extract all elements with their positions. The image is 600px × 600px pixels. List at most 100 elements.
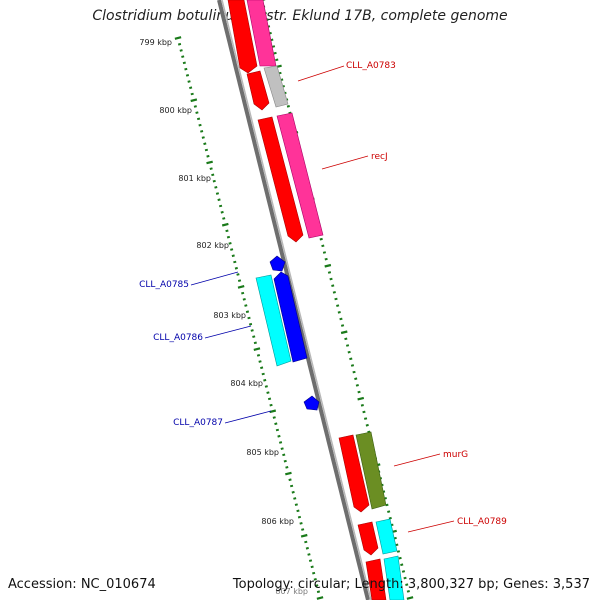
inner-major-tick bbox=[221, 222, 229, 227]
inner-minor-tick bbox=[231, 254, 235, 258]
inner-minor-tick bbox=[196, 117, 201, 121]
inner-minor-tick bbox=[245, 310, 250, 314]
kbp-label-804: 804 kbp bbox=[230, 379, 263, 388]
inner-minor-tick bbox=[234, 266, 238, 270]
gene-block-murg-olive bbox=[355, 431, 387, 510]
inner-minor-tick bbox=[177, 42, 182, 46]
inner-minor-tick bbox=[264, 385, 268, 388]
inner-minor-tick bbox=[233, 260, 237, 264]
outer-minor-tick bbox=[337, 311, 341, 314]
inner-minor-tick bbox=[190, 92, 194, 96]
label-recj: recJ bbox=[371, 152, 388, 162]
outer-minor-tick bbox=[360, 404, 364, 407]
inner-minor-tick bbox=[301, 528, 305, 531]
inner-major-tick bbox=[206, 160, 213, 165]
gene-block-top-red bbox=[227, 0, 258, 74]
inner-minor-tick bbox=[226, 235, 231, 239]
inner-minor-tick bbox=[310, 565, 314, 569]
label-cll-a0783: CLL_A0783 bbox=[346, 61, 396, 71]
accession-text: Accession: NC_010674 bbox=[8, 577, 156, 592]
inner-minor-tick bbox=[209, 167, 213, 170]
outer-major-tick bbox=[340, 330, 348, 335]
gene-block-a0789-cyan bbox=[375, 518, 398, 555]
outer-minor-tick bbox=[363, 417, 368, 420]
outer-minor-tick bbox=[344, 337, 348, 341]
inner-minor-tick bbox=[218, 204, 223, 208]
outer-minor-tick bbox=[388, 516, 392, 520]
kbp-label-801: 801 kbp bbox=[178, 174, 211, 183]
inner-minor-tick bbox=[304, 540, 308, 544]
outer-minor-tick bbox=[401, 570, 406, 573]
outer-minor-tick bbox=[271, 45, 276, 48]
inner-minor-tick bbox=[266, 391, 270, 394]
gene-labels: CLL_A0783 recJ CLL_A0785 CLL_A0786 CLL_A… bbox=[139, 61, 507, 527]
outer-minor-tick bbox=[367, 430, 371, 434]
gene-block-a0783-red bbox=[246, 70, 270, 111]
outer-minor-tick bbox=[406, 590, 410, 593]
inner-minor-tick bbox=[253, 341, 257, 345]
inner-minor-tick bbox=[288, 478, 292, 482]
gene-block-a0789-red bbox=[357, 521, 379, 556]
gene-block-bottom-red bbox=[365, 558, 387, 600]
inner-minor-tick bbox=[274, 422, 278, 426]
inner-minor-tick bbox=[316, 590, 321, 594]
label-cll-a0787: CLL_A0787 bbox=[173, 418, 223, 428]
inner-minor-tick bbox=[250, 329, 254, 332]
leader-a0787 bbox=[224, 410, 272, 424]
label-murg: murG bbox=[443, 450, 468, 460]
outer-minor-tick bbox=[275, 58, 279, 62]
inner-minor-tick bbox=[275, 428, 280, 432]
inner-minor-tick bbox=[241, 291, 245, 295]
inner-minor-tick bbox=[179, 49, 183, 52]
inner-minor-tick bbox=[204, 148, 209, 152]
inner-minor-tick bbox=[189, 86, 193, 90]
leader-a0785 bbox=[190, 271, 239, 286]
inner-minor-tick bbox=[312, 571, 316, 575]
inner-minor-tick bbox=[313, 578, 317, 581]
outer-minor-tick bbox=[332, 291, 336, 294]
inner-major-tick bbox=[253, 347, 261, 351]
outer-minor-tick bbox=[347, 350, 351, 354]
outer-major-tick bbox=[357, 396, 365, 401]
outer-minor-tick bbox=[329, 277, 333, 281]
inner-minor-tick bbox=[315, 584, 319, 587]
inner-minor-tick bbox=[237, 279, 242, 282]
label-leaders bbox=[190, 65, 455, 533]
outer-minor-tick bbox=[403, 576, 407, 580]
forward-features bbox=[227, 0, 405, 600]
inner-minor-tick bbox=[293, 497, 297, 500]
outer-minor-tick bbox=[362, 410, 366, 414]
inner-major-tick bbox=[269, 409, 277, 414]
outer-minor-tick bbox=[354, 377, 358, 381]
inner-minor-tick bbox=[220, 210, 224, 214]
label-cll-a0789: CLL_A0789 bbox=[457, 517, 507, 527]
outer-minor-tick bbox=[355, 384, 359, 387]
gene-block-recj-pink bbox=[276, 112, 324, 239]
inner-minor-tick bbox=[184, 67, 188, 71]
kbp-label-805: 805 kbp bbox=[246, 448, 279, 457]
inner-minor-tick bbox=[244, 304, 248, 307]
gene-block-a0786-blue bbox=[273, 271, 308, 363]
inner-minor-tick bbox=[248, 322, 253, 326]
gene-block-a0786-cyan bbox=[255, 274, 292, 367]
inner-minor-tick bbox=[308, 559, 313, 562]
inner-minor-tick bbox=[212, 179, 216, 183]
inner-minor-tick bbox=[291, 490, 295, 494]
inner-major-tick bbox=[300, 533, 308, 538]
outer-minor-tick bbox=[324, 257, 328, 261]
outer-major-tick bbox=[406, 596, 414, 600]
inner-minor-tick bbox=[181, 55, 185, 58]
leader-recj bbox=[321, 155, 369, 170]
outer-minor-tick bbox=[350, 364, 355, 367]
kbp-label-806: 806 kbp bbox=[261, 517, 294, 526]
inner-minor-tick bbox=[307, 553, 311, 556]
gene-block-a0783-grey bbox=[263, 65, 289, 108]
inner-minor-tick bbox=[195, 111, 199, 114]
outer-minor-tick bbox=[345, 344, 350, 347]
inner-minor-tick bbox=[278, 441, 283, 444]
kbp-label-807: 807 kbp bbox=[275, 587, 308, 596]
inner-minor-tick bbox=[201, 136, 205, 139]
inner-minor-tick bbox=[263, 378, 267, 382]
label-cll-a0785: CLL_A0785 bbox=[139, 280, 189, 290]
